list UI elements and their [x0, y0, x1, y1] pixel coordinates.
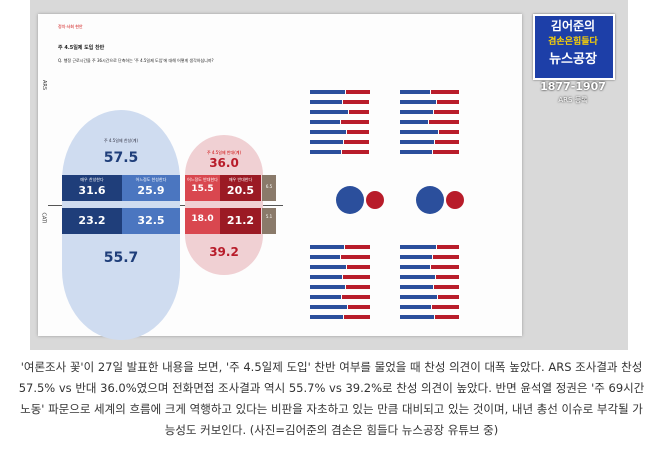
bar-bg: [185, 175, 220, 201]
bar-bg: [122, 175, 180, 201]
legend-text: 매우 반대한다: [228, 177, 253, 182]
ars-agree-total: 57.5: [103, 150, 139, 166]
logo-phone: 1877-1907: [540, 80, 606, 93]
ars-disagree-total: 36.0: [209, 156, 239, 170]
bar-bg: [62, 175, 122, 201]
value: 23.2: [78, 214, 106, 227]
agree-label: 주 4.5일제 찬성(계): [103, 138, 139, 143]
logo-ars: ARS 등록: [558, 96, 588, 104]
mini-bars: [310, 90, 444, 319]
value: 25.9: [137, 184, 165, 197]
bar-bg: [220, 175, 261, 201]
value: 21.2: [226, 214, 255, 227]
ars-label: ARS: [41, 79, 48, 91]
value: 32.5: [137, 214, 165, 227]
logo-text: 김어준의: [550, 19, 596, 33]
legend-text: 매우 찬성한다: [80, 177, 104, 182]
logo-box: [533, 14, 615, 80]
disagree-label: 주 4.5일제 반대(계): [206, 150, 242, 155]
value: 20.5: [226, 184, 255, 197]
cati-label: CATI: [40, 212, 47, 224]
bar-bg: [185, 208, 220, 234]
bar-bg: [62, 208, 122, 234]
value: 6.5: [265, 184, 273, 189]
cati-disagree-total: 39.2: [209, 245, 239, 259]
logo-text: 겸손은힘들다: [548, 37, 598, 47]
cati-agree-total: 55.7: [103, 250, 139, 266]
mini-charts: [310, 90, 464, 319]
legend-text: 어느정도 반대한다: [187, 177, 218, 182]
bar-bg: [262, 175, 276, 201]
legend-text: 어느정도 찬성한다: [135, 177, 167, 182]
report-title: 주 4.5일제 도입 찬반: [58, 45, 105, 51]
value: 5.1: [265, 214, 273, 219]
value: 31.6: [78, 184, 106, 197]
value: 15.5: [191, 184, 214, 194]
value: 18.0: [191, 214, 214, 224]
question: Q. 행정 근로시간을 주 36시간으로 단축하는 '주 4.5일제 도입'에 …: [58, 58, 214, 63]
bar-bg: [122, 208, 180, 234]
caption: '여론조사 꽃'이 27일 발표한 내용을 보면, '주 4.5일제 도입' 찬…: [18, 360, 645, 437]
logo-text: 뉴스공장: [549, 52, 597, 67]
disagree-oval: [185, 135, 263, 275]
mini-bars: [341, 90, 464, 319]
section: 정치·사회 현안: [58, 24, 83, 29]
bar-bg: [262, 208, 276, 234]
bar-bg: [220, 208, 261, 234]
